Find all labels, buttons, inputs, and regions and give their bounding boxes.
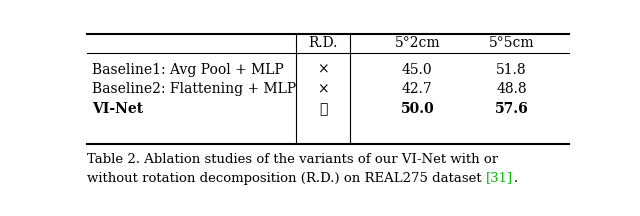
Text: 42.7: 42.7: [402, 82, 433, 96]
Text: 45.0: 45.0: [402, 63, 433, 77]
Text: ✓: ✓: [319, 102, 327, 116]
Text: ×: ×: [317, 82, 329, 96]
Text: Baseline2: Flattening + MLP: Baseline2: Flattening + MLP: [92, 82, 296, 96]
Text: Table 2. Ablation studies of the variants of our VI-Net with or: Table 2. Ablation studies of the variant…: [88, 153, 499, 166]
Text: [31]: [31]: [486, 172, 513, 185]
Text: ×: ×: [317, 63, 329, 77]
Text: without rotation decomposition (R.D.) on REAL275 dataset: without rotation decomposition (R.D.) on…: [88, 172, 486, 185]
Text: Baseline1: Avg Pool + MLP: Baseline1: Avg Pool + MLP: [92, 63, 284, 77]
Text: 50.0: 50.0: [401, 102, 434, 116]
Text: .: .: [513, 172, 518, 185]
Text: 5°2cm: 5°2cm: [394, 36, 440, 50]
Text: 5°5cm: 5°5cm: [489, 36, 534, 50]
Text: R.D.: R.D.: [308, 36, 338, 50]
Text: 48.8: 48.8: [496, 82, 527, 96]
Text: 57.6: 57.6: [495, 102, 529, 116]
Text: VI-Net: VI-Net: [92, 102, 143, 116]
Text: 51.8: 51.8: [496, 63, 527, 77]
